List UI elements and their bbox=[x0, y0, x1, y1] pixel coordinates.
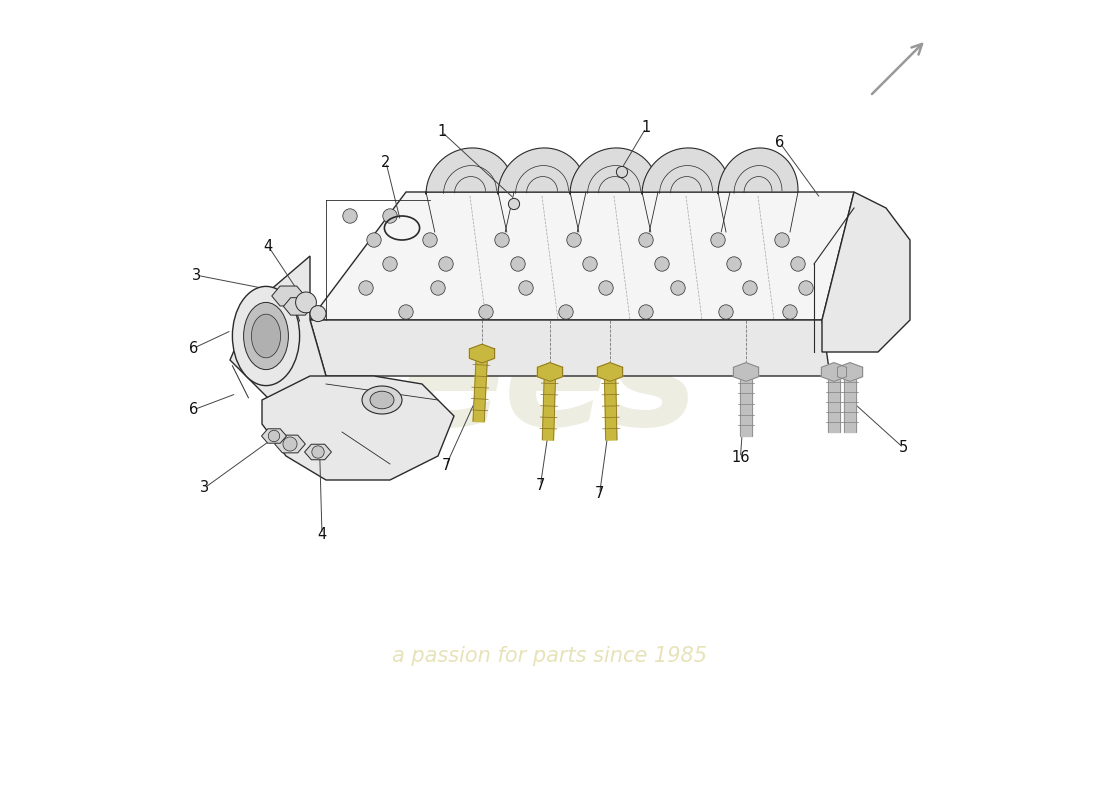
Polygon shape bbox=[845, 372, 856, 432]
Circle shape bbox=[359, 281, 373, 295]
Ellipse shape bbox=[362, 386, 402, 414]
Circle shape bbox=[343, 209, 358, 223]
Polygon shape bbox=[305, 444, 331, 460]
Circle shape bbox=[310, 306, 326, 322]
Polygon shape bbox=[740, 372, 751, 436]
Polygon shape bbox=[470, 344, 495, 363]
Text: 7: 7 bbox=[595, 486, 604, 501]
Text: 6: 6 bbox=[776, 135, 784, 150]
Circle shape bbox=[439, 257, 453, 271]
Circle shape bbox=[559, 305, 573, 319]
Circle shape bbox=[431, 281, 446, 295]
Circle shape bbox=[296, 292, 317, 313]
Polygon shape bbox=[822, 362, 847, 382]
Text: a passion for parts since 1985: a passion for parts since 1985 bbox=[393, 646, 707, 666]
Polygon shape bbox=[718, 148, 798, 194]
Circle shape bbox=[399, 305, 414, 319]
Circle shape bbox=[478, 305, 493, 319]
Text: 6: 6 bbox=[189, 402, 199, 417]
Circle shape bbox=[671, 281, 685, 295]
Polygon shape bbox=[837, 362, 862, 382]
Circle shape bbox=[711, 233, 725, 247]
Polygon shape bbox=[310, 192, 854, 320]
Polygon shape bbox=[822, 192, 910, 352]
Circle shape bbox=[508, 198, 519, 210]
Circle shape bbox=[598, 281, 613, 295]
Circle shape bbox=[639, 233, 653, 247]
Polygon shape bbox=[828, 372, 839, 432]
Polygon shape bbox=[542, 372, 556, 440]
Text: 7: 7 bbox=[536, 478, 546, 493]
Polygon shape bbox=[272, 286, 305, 306]
Text: 16: 16 bbox=[732, 450, 750, 465]
Circle shape bbox=[268, 430, 279, 442]
Polygon shape bbox=[498, 148, 586, 194]
Circle shape bbox=[311, 446, 324, 458]
Text: 7: 7 bbox=[441, 458, 451, 473]
Circle shape bbox=[366, 233, 382, 247]
Polygon shape bbox=[642, 148, 730, 194]
Text: 1: 1 bbox=[641, 121, 650, 135]
Polygon shape bbox=[310, 320, 830, 376]
Circle shape bbox=[718, 305, 734, 319]
Polygon shape bbox=[275, 435, 306, 453]
Text: 6: 6 bbox=[189, 341, 199, 355]
Polygon shape bbox=[230, 256, 326, 400]
Polygon shape bbox=[473, 354, 487, 422]
Text: 4: 4 bbox=[318, 527, 327, 542]
Circle shape bbox=[383, 257, 397, 271]
Polygon shape bbox=[597, 362, 623, 382]
Polygon shape bbox=[734, 362, 759, 382]
Polygon shape bbox=[604, 372, 617, 440]
Circle shape bbox=[727, 257, 741, 271]
Circle shape bbox=[799, 281, 813, 295]
Circle shape bbox=[510, 257, 525, 271]
Circle shape bbox=[742, 281, 757, 295]
Ellipse shape bbox=[243, 302, 288, 370]
Text: 1: 1 bbox=[438, 125, 447, 139]
Circle shape bbox=[791, 257, 805, 271]
Polygon shape bbox=[262, 376, 454, 480]
Circle shape bbox=[783, 305, 798, 319]
Polygon shape bbox=[262, 429, 286, 443]
Circle shape bbox=[654, 257, 669, 271]
Polygon shape bbox=[284, 298, 312, 315]
Ellipse shape bbox=[232, 286, 299, 386]
Ellipse shape bbox=[370, 391, 394, 409]
Text: 3: 3 bbox=[191, 268, 201, 282]
Circle shape bbox=[422, 233, 437, 247]
Text: 5: 5 bbox=[899, 441, 909, 455]
Circle shape bbox=[519, 281, 534, 295]
Circle shape bbox=[383, 209, 397, 223]
Polygon shape bbox=[426, 148, 514, 194]
Text: 3: 3 bbox=[200, 481, 209, 495]
Polygon shape bbox=[570, 148, 658, 194]
Text: 2: 2 bbox=[382, 155, 390, 170]
Circle shape bbox=[566, 233, 581, 247]
Polygon shape bbox=[538, 362, 562, 382]
Circle shape bbox=[616, 166, 628, 178]
Text: 4: 4 bbox=[264, 239, 273, 254]
Circle shape bbox=[495, 233, 509, 247]
Ellipse shape bbox=[252, 314, 280, 358]
Circle shape bbox=[583, 257, 597, 271]
Text: ees: ees bbox=[400, 310, 700, 458]
Circle shape bbox=[283, 437, 297, 451]
Circle shape bbox=[639, 305, 653, 319]
Circle shape bbox=[774, 233, 789, 247]
